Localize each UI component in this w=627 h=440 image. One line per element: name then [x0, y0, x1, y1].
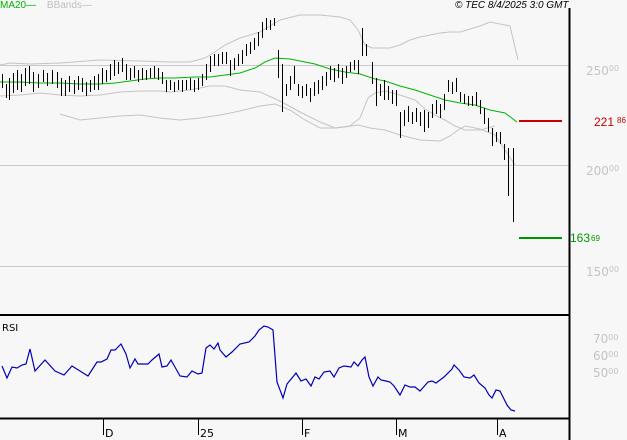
svg-text:M: M — [398, 427, 408, 440]
legend-ma20: MA20— — [0, 0, 37, 11]
x-axis-labels: D 25 F M A — [105, 427, 507, 440]
legend-bbands: BBands— — [46, 0, 92, 11]
bbands-lines — [0, 14, 519, 166]
svg-text:20000: 20000 — [586, 164, 619, 178]
svg-text:A: A — [499, 427, 507, 440]
copyright-timestamp: © TEC 8/4/2025 3:0 GMT — [455, 0, 569, 11]
svg-text:F: F — [304, 427, 310, 440]
x-axis-ticks — [103, 418, 498, 435]
support-level-label: 16369 — [570, 231, 600, 245]
svg-text:5000: 5000 — [593, 366, 618, 380]
svg-text:25000: 25000 — [586, 64, 619, 78]
chart-frame — [0, 8, 571, 440]
price-axis-labels: 25000 20000 15000 — [586, 64, 619, 279]
price-grid — [0, 65, 569, 267]
svg-text:D: D — [105, 427, 113, 440]
rsi-title: RSI — [2, 323, 18, 334]
svg-text:15000: 15000 — [586, 265, 619, 279]
rsi-line — [1, 325, 516, 412]
indicator-legend: MA20— BBands— — [0, 0, 92, 12]
svg-text:25: 25 — [200, 427, 214, 440]
ma20-line — [0, 57, 518, 123]
svg-text:7000: 7000 — [593, 332, 618, 346]
resistance-level-label: 221 86 — [594, 115, 626, 129]
price-bars — [2, 18, 514, 222]
svg-text:6000: 6000 — [593, 349, 618, 363]
rsi-axis-labels: 7000 6000 5000 — [593, 332, 618, 380]
